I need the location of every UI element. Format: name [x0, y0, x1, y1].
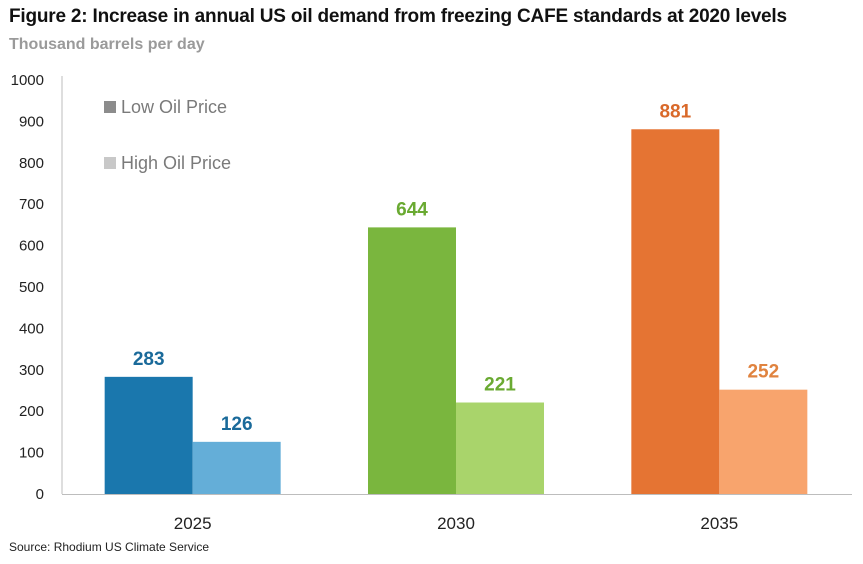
- x-axis: 2025 2030 2035: [62, 494, 852, 533]
- bar-2035-low: [631, 129, 720, 495]
- y-tick-label: 0: [36, 486, 44, 503]
- bar-2030-low: [368, 227, 456, 494]
- y-tick-label: 900: [19, 113, 44, 130]
- data-label-2035-high: 252: [747, 362, 779, 383]
- y-tick-label: 200: [19, 403, 44, 420]
- y-tick-label: 400: [19, 320, 44, 337]
- y-tick-label: 700: [19, 196, 44, 213]
- y-tick-label: 300: [19, 362, 44, 379]
- data-label-2030-low: 644: [396, 199, 428, 220]
- legend-swatch-low: [104, 101, 116, 113]
- y-tick-label: 100: [19, 445, 44, 462]
- data-label-2030-high: 221: [484, 375, 516, 396]
- legend-label-high: High Oil Price: [121, 153, 231, 173]
- data-label-2035-low: 881: [659, 101, 691, 122]
- y-tick-label: 600: [19, 238, 44, 255]
- bars-group: [104, 129, 808, 495]
- chart-title: Figure 2: Increase in annual US oil dema…: [9, 6, 787, 27]
- bar-2025-low: [104, 376, 193, 494]
- chart-subtitle: Thousand barrels per day: [9, 36, 205, 53]
- x-tick-label-2030: 2030: [437, 514, 475, 533]
- legend: Low Oil Price High Oil Price: [104, 97, 231, 173]
- x-tick-label-2025: 2025: [174, 514, 212, 533]
- data-labels-group: 283 126 644 221 881 252: [133, 101, 779, 435]
- bar-2025-high: [192, 441, 281, 494]
- bar-2035-high: [719, 389, 808, 494]
- data-label-2025-high: 126: [221, 414, 253, 435]
- y-tick-label: 1000: [11, 72, 44, 89]
- source-note: Source: Rhodium US Climate Service: [9, 540, 210, 554]
- y-axis: 0 100 200 300 400 500 600 700 800 900 1000: [11, 72, 63, 503]
- x-tick-label-2035: 2035: [700, 514, 738, 533]
- data-label-2025-low: 283: [133, 349, 165, 370]
- bar-2030-high: [456, 402, 544, 494]
- legend-label-low: Low Oil Price: [121, 97, 227, 117]
- y-tick-label: 800: [19, 155, 44, 172]
- y-tick-label: 500: [19, 279, 44, 296]
- legend-swatch-high: [104, 157, 116, 169]
